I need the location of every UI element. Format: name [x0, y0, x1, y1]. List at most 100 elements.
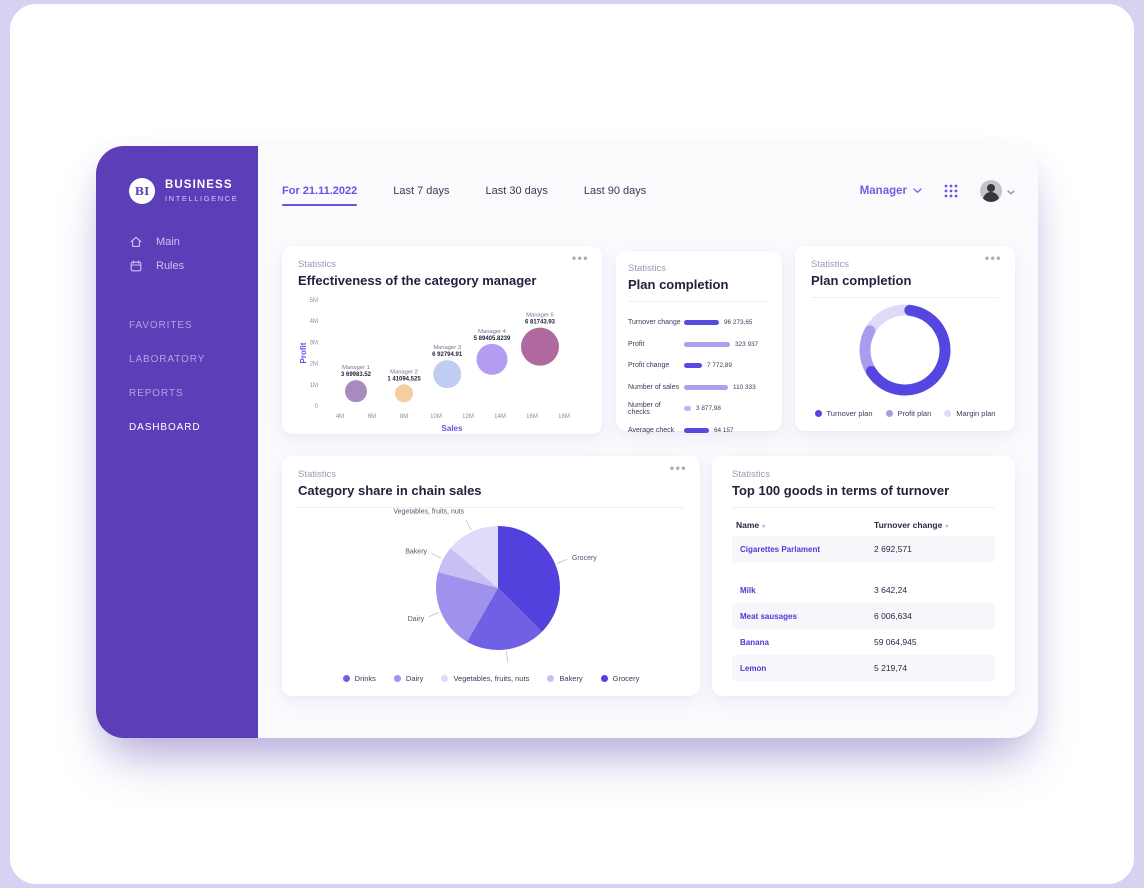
pie-slice-grocery[interactable] [498, 526, 560, 632]
svg-text:1 41094,525: 1 41094,525 [387, 376, 421, 382]
card-title: Plan completion [811, 273, 912, 288]
metric-bar[interactable] [684, 363, 702, 369]
cards-row-2: ••• Statistics Category share in chain s… [282, 456, 1015, 696]
pie-slice-dairy[interactable] [436, 571, 498, 642]
topbar: For 21.11.2022 Last 7 days Last 30 days Las… [282, 160, 1015, 222]
legend-item[interactable]: Bakery [547, 674, 583, 683]
turnover-value: 5 219,74 [874, 663, 908, 673]
table-row[interactable]: Banana 59 064,945 [732, 629, 995, 655]
table-row[interactable]: Milk 3 642,24 [732, 577, 995, 603]
pie-legend: Drinks Dairy Vegetables, fruits, nuts Baker… [298, 674, 684, 683]
svg-text:6 81743.93: 6 81743.93 [525, 320, 556, 326]
sidebar-item-main[interactable]: Main [129, 230, 258, 254]
avatar [980, 180, 1002, 202]
sidebar-section-laboratory[interactable]: LABORATORY [129, 354, 206, 365]
column-header-name[interactable]: Name ▾ [732, 520, 874, 530]
metric-value: 3 877,98 [696, 405, 721, 413]
svg-text:Manager 1: Manager 1 [342, 365, 370, 371]
divider [298, 507, 684, 508]
donut-segment-margin-plan[interactable] [864, 304, 916, 337]
goods-name-link[interactable]: Milk [740, 585, 756, 595]
role-dropdown[interactable]: Manager [860, 185, 922, 197]
pie-slice-vegetables-fruits-nuts[interactable] [450, 526, 498, 588]
role-dropdown-label: Manager [859, 185, 907, 197]
metric-bar[interactable] [684, 320, 719, 326]
legend-label: Drinks [354, 674, 376, 683]
date-filter[interactable]: Last 7 days [393, 185, 450, 197]
donut-segment-turnover-plan[interactable] [865, 304, 951, 396]
sidebar-section-reports[interactable]: REPORTS [129, 388, 184, 399]
card-category-share: ••• Statistics Category share in chain s… [282, 456, 700, 696]
sidebar-section-favorites[interactable]: FAVORITES [129, 320, 193, 331]
svg-text:10M: 10M [430, 414, 442, 420]
svg-text:12M: 12M [462, 414, 474, 420]
date-filter[interactable]: Last 90 days [583, 185, 647, 197]
legend-item[interactable]: Drinks [342, 674, 376, 683]
metric-label: Average check [628, 426, 675, 434]
metric-value: 323 937 [735, 340, 759, 348]
goods-name-link[interactable]: Cigarettes Parlament [740, 544, 821, 554]
divider [628, 301, 770, 302]
svg-text:Manager 2: Manager 2 [390, 369, 418, 375]
svg-text:18M: 18M [558, 414, 570, 420]
goods-name-link[interactable]: Meat sausages [740, 611, 797, 621]
metric-bar[interactable] [684, 427, 709, 433]
pie-chart: GroceryDrinksDairyBakeryVegetables, frui… [393, 508, 597, 676]
legend-item[interactable]: Profit plan [885, 409, 931, 418]
legend-item[interactable]: Grocery [600, 674, 639, 683]
content-area: For 21.11.2022 Last 7 days Last 30 days Las… [258, 146, 1038, 738]
metric-bar[interactable] [684, 406, 691, 412]
legend-dot-icon [600, 675, 608, 682]
date-filter[interactable]: For 21.11.2022 [282, 185, 358, 206]
card-menu-button[interactable]: ••• [984, 251, 1002, 265]
table-row[interactable]: Lemon 5 219,74 [732, 655, 995, 681]
goods-name-link[interactable]: Lemon [740, 663, 767, 673]
sort-icon: ▾ [945, 524, 949, 530]
table-row[interactable]: Cigarettes Parlament 2 692,571 [732, 536, 995, 562]
legend-dot-icon [814, 410, 822, 417]
svg-text:16M: 16M [526, 414, 538, 420]
bubble-manager-5[interactable] [521, 327, 559, 366]
legend-item[interactable]: Vegetables, fruits, nuts [441, 674, 529, 683]
metric-label: Turnover change [628, 319, 681, 327]
svg-text:5M: 5M [310, 298, 318, 304]
pie-slice-drinks[interactable] [467, 588, 542, 650]
metric-bars-list: Turnover change 96 273,65 Profit 323 937 Pro… [628, 312, 770, 441]
svg-text:Vegetables, fruits, nuts: Vegetables, fruits, nuts [393, 508, 464, 515]
metric-row: Profit change 7 772,89 [628, 355, 770, 377]
legend-dot-icon [944, 410, 952, 417]
profile-menu[interactable] [980, 180, 1015, 202]
chevron-down-icon [1007, 182, 1015, 200]
bubble-chart: 0 1M 2M 3M 4M 5M 4M 6M 8M 10M 12M 14M 16M 18M Sales Pro… [299, 298, 570, 433]
column-header-turnover[interactable]: Turnover change ▾ [874, 520, 995, 530]
pie-slice-bakery[interactable] [438, 548, 498, 588]
card-menu-button[interactable]: ••• [669, 461, 687, 475]
metric-bar[interactable] [684, 384, 728, 390]
sidebar-item-rules[interactable]: Rules [129, 254, 258, 278]
metric-row: Number of sales 110 333 [628, 377, 770, 399]
donut-segment-profit-plan[interactable] [859, 325, 877, 378]
bubble-manager-1[interactable] [345, 380, 367, 403]
legend-dot-icon [342, 675, 350, 682]
card-title: Top 100 goods in terms of turnover [732, 483, 950, 498]
apps-grid-icon[interactable] [943, 183, 959, 199]
legend-item[interactable]: Turnover plan [814, 409, 873, 418]
bubble-manager-3[interactable] [433, 360, 462, 389]
metric-value: 7 772,89 [707, 362, 732, 370]
sidebar-section-dashboard[interactable]: DASHBOARD [129, 422, 201, 433]
brand-logo[interactable]: BI BUSINESS INTELLIGENCE [129, 178, 258, 204]
metric-bar[interactable] [684, 341, 730, 347]
legend-item[interactable]: Margin plan [944, 409, 995, 418]
card-menu-button[interactable]: ••• [571, 251, 589, 265]
card-title: Category share in chain sales [298, 483, 482, 498]
bubble-manager-2[interactable] [395, 384, 413, 403]
table-row[interactable]: Meat sausages 6 006,634 [732, 603, 995, 629]
goods-name-link[interactable]: Banana [740, 637, 769, 647]
bubble-manager-4[interactable] [476, 343, 508, 375]
svg-text:2M: 2M [310, 362, 318, 368]
svg-text:5 89405.8239: 5 89405.8239 [474, 336, 511, 342]
date-filter[interactable]: Last 30 days [485, 185, 548, 197]
legend-item[interactable]: Dairy [393, 674, 423, 683]
sidebar-nav: Main Rules [129, 230, 258, 278]
svg-text:Grocery: Grocery [572, 555, 597, 562]
